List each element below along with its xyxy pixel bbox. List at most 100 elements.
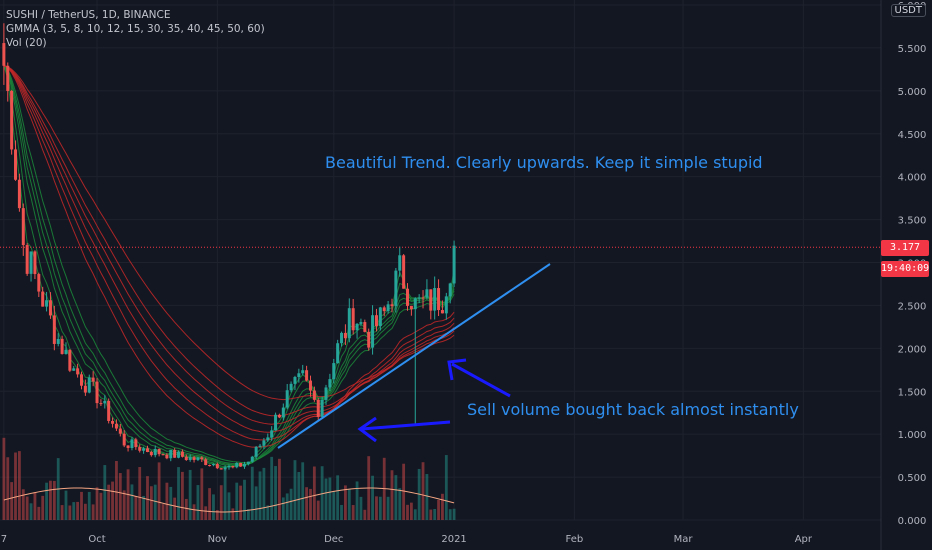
candle-body <box>227 465 231 468</box>
volume-bar <box>49 480 52 520</box>
candle-body <box>312 390 316 400</box>
candle-body <box>196 457 200 461</box>
volume-bar <box>33 492 37 520</box>
volume-bar <box>29 503 33 520</box>
candle-body <box>448 283 452 297</box>
candle-body <box>103 400 107 404</box>
candle-body <box>402 255 406 289</box>
gmma-indicator-label[interactable]: GMMA (3, 5, 8, 10, 12, 15, 30, 35, 40, 4… <box>6 23 265 35</box>
volume-bar <box>41 495 45 520</box>
volume-bar <box>409 502 413 520</box>
candle-body <box>87 377 91 393</box>
symbol-label[interactable]: SUSHI / TetherUS, 1D, BINANCE <box>6 9 171 21</box>
volume-bar <box>177 467 180 520</box>
sell-annotation[interactable]: Sell volume bought back almost instantly <box>467 400 799 419</box>
gmma-line-12 <box>3 65 455 465</box>
candle-body <box>277 414 281 418</box>
volume-bar <box>433 509 437 520</box>
trend-annotation[interactable]: Beautiful Trend. Clearly upwards. Keep i… <box>325 153 763 172</box>
candle-body <box>363 322 367 332</box>
candle-body <box>262 440 266 446</box>
volume-bar <box>231 508 235 520</box>
volume-bar <box>285 493 289 520</box>
candles <box>2 23 456 471</box>
candle-body <box>21 208 25 246</box>
volume-bar <box>87 491 91 520</box>
volume-bar <box>142 495 145 520</box>
candle-body <box>398 255 402 271</box>
volume-bar <box>204 506 208 520</box>
chart-legend: SUSHI / TetherUS, 1D, BINANCE GMMA (3, 5… <box>6 8 265 50</box>
candle-body <box>29 251 33 274</box>
gmma-line-35 <box>3 65 455 441</box>
countdown-tag: 19:40:09 <box>881 261 929 277</box>
y-tick-label: 4.000 <box>898 173 927 184</box>
x-tick-label: Dec <box>324 534 343 545</box>
candle-body <box>386 304 390 312</box>
candle-body <box>382 307 386 312</box>
volume-bar <box>398 488 402 520</box>
candle-body <box>417 297 421 299</box>
volume-bar <box>146 476 149 520</box>
volume-bar <box>254 486 258 520</box>
volume-bar <box>309 488 312 520</box>
gmma-line-5 <box>3 65 455 468</box>
candle-body <box>444 296 448 314</box>
volume-bar <box>270 456 274 520</box>
candle-body <box>118 428 122 434</box>
volume-bar <box>14 452 17 520</box>
time-axis[interactable]: 7 Oct Nov Dec 2021 Feb Mar Apr <box>1 534 813 545</box>
candle-body <box>289 383 293 391</box>
arrow-up[interactable] <box>447 358 511 398</box>
arrow-left[interactable] <box>357 416 451 443</box>
candle-body <box>223 467 227 470</box>
y-tick-label: 1.500 <box>898 387 927 398</box>
currency-button[interactable]: USDT <box>890 4 926 17</box>
volume-bar <box>76 501 80 520</box>
candle-body <box>14 149 18 180</box>
candle-body <box>437 288 441 311</box>
volume-bar <box>18 451 21 520</box>
candle-body <box>235 462 239 468</box>
volume-bar <box>115 461 118 520</box>
volume-bar <box>394 475 398 520</box>
volume-bar <box>441 493 444 520</box>
volume-bar <box>413 509 417 520</box>
y-tick-label: 5.500 <box>898 44 927 55</box>
candle-body <box>297 373 301 377</box>
volume-bar <box>425 474 429 520</box>
volume-indicator-label[interactable]: Vol (20) <box>6 37 47 49</box>
x-tick-label: Nov <box>208 534 228 545</box>
volume-bar <box>375 496 378 520</box>
volume-bar <box>390 470 394 520</box>
volume-bar <box>328 477 332 520</box>
trend-line[interactable] <box>277 263 551 449</box>
candle-body <box>351 308 355 331</box>
candle-body <box>114 423 118 429</box>
volume-bar <box>243 479 246 520</box>
volume-bar <box>165 482 169 520</box>
volume-bar <box>297 472 301 520</box>
candle-body <box>239 462 243 467</box>
candle-body <box>83 385 87 393</box>
candle-body <box>56 338 60 344</box>
x-tick-label: Mar <box>674 534 694 545</box>
volume-bar <box>386 496 390 520</box>
candle-body <box>378 307 382 327</box>
volume-bar <box>157 462 161 520</box>
volume-bar <box>173 497 177 520</box>
volume-bar <box>320 466 324 520</box>
candle-body <box>328 379 332 388</box>
volume-bar <box>359 496 363 520</box>
volume-bar <box>363 509 367 520</box>
candle-body <box>452 245 456 284</box>
candle-body <box>99 403 103 405</box>
volume-bar <box>181 471 184 520</box>
volume-bar <box>219 485 223 520</box>
y-tick-label: 1.000 <box>898 430 927 441</box>
volume-bar <box>371 475 374 520</box>
volume-bar <box>301 462 305 520</box>
volume-bar <box>212 494 215 520</box>
volume-bar <box>196 485 200 520</box>
